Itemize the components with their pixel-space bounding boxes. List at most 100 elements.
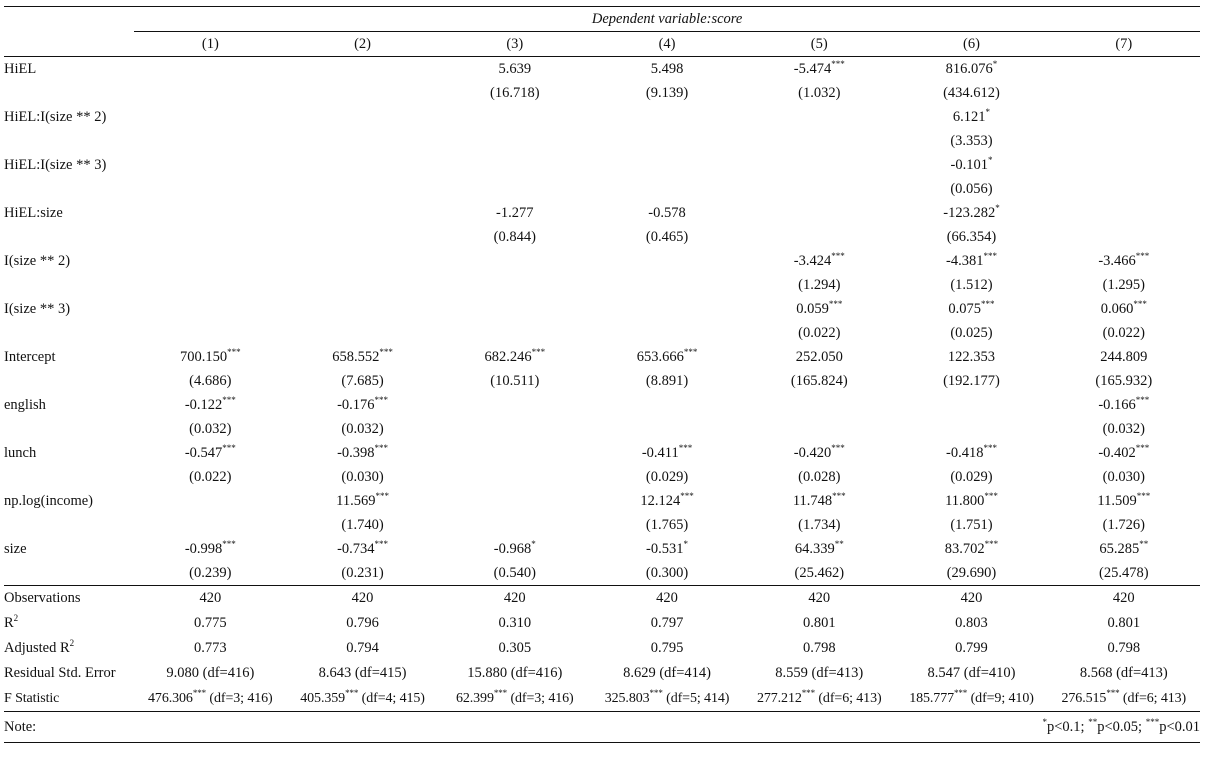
- coefficient-estimate: 0.060: [1100, 301, 1134, 317]
- standard-error-cell: [743, 177, 895, 201]
- column-header: (3): [438, 31, 591, 57]
- coefficient-cell: 658.552***: [286, 345, 438, 369]
- coefficient-estimate: 658.552: [332, 349, 380, 365]
- standard-error-row: (16.718) (9.139) (1.032) (434.612): [4, 81, 1200, 105]
- f-statistic-cell: 276.515*** (df=6; 413): [1048, 686, 1200, 712]
- standard-error-cell: (0.056): [950, 181, 993, 197]
- significance-stars: **: [1139, 539, 1149, 549]
- standard-error-cell: (0.022): [798, 325, 841, 341]
- significance-stars: ***: [345, 688, 359, 698]
- coefficient-estimate: -0.411: [641, 445, 679, 461]
- standard-error-row: (0.844) (0.465) (66.354): [4, 225, 1200, 249]
- standard-error-cell: [591, 417, 743, 441]
- coefficient-cell: -0.402***: [1048, 441, 1200, 465]
- stat-value: 0.801: [1107, 615, 1141, 631]
- significance-stars: ***: [493, 688, 508, 698]
- f-statistic-value: 185.777: [909, 691, 954, 706]
- coefficient-cell: [286, 105, 438, 129]
- significance-stars: ***: [954, 688, 968, 698]
- significance-stars: ***: [222, 395, 236, 405]
- significance-stars: ***: [222, 539, 236, 549]
- coefficient-estimate: 700.150: [180, 349, 228, 365]
- standard-error-cell: (0.300): [645, 565, 689, 581]
- stat-value: 0.310: [498, 615, 532, 631]
- coefficient-cell: 0.059***: [743, 297, 895, 321]
- stat-row-f-stat: F Statistic 476.306*** (df=3; 416) 405.359…: [4, 686, 1200, 712]
- coefficient-cell: [743, 153, 895, 177]
- coefficient-estimate: 64.339: [794, 541, 835, 557]
- coefficient-estimate: -3.424: [793, 253, 832, 269]
- stat-label-text: Residual Std. Error: [4, 665, 116, 681]
- significance-stars: *: [992, 59, 998, 69]
- coefficient-estimate: -4.381: [946, 253, 984, 269]
- coefficient-cell: [591, 297, 743, 321]
- coefficient-estimate: -3.466: [1098, 253, 1136, 269]
- coefficient-cell: [439, 153, 591, 177]
- coefficient-cell: [439, 393, 591, 417]
- significance-stars: ***: [678, 443, 693, 453]
- significance-stars: ***: [831, 59, 845, 69]
- variable-label: size: [4, 541, 27, 557]
- standard-error-cell: (0.032): [189, 421, 232, 437]
- coefficient-estimate: -0.176: [337, 397, 375, 413]
- significance-stars: ***: [531, 347, 546, 357]
- coefficient-estimate: 244.809: [1100, 349, 1148, 365]
- standard-error-cell: (9.139): [645, 85, 689, 101]
- stat-value: 420: [743, 585, 896, 611]
- coefficient-cell: 64.339**: [743, 537, 895, 561]
- coefficient-row: HiEL:I(size ** 2) 6.121*: [4, 105, 1200, 129]
- coefficient-cell: [134, 153, 286, 177]
- significance-stars: ***: [984, 539, 999, 549]
- coefficient-estimate: 122.353: [947, 349, 996, 365]
- standard-error-cell: [439, 513, 591, 537]
- significance-note: *p<0.1; **p<0.05; ***p<0.01: [134, 711, 1200, 743]
- coefficient-cell: [286, 57, 438, 82]
- coefficient-cell: -0.547***: [134, 441, 286, 465]
- f-statistic-cell: 325.803*** (df=5; 414): [591, 686, 743, 712]
- f-statistic-df: (df=6; 413): [1119, 691, 1187, 706]
- significance-stars: ***: [683, 347, 698, 357]
- blank-label-cell: [4, 273, 134, 297]
- stat-label: R2: [4, 611, 134, 636]
- stat-value: 420: [590, 585, 744, 611]
- coefficient-cell: [439, 441, 591, 465]
- standard-error-cell: [439, 417, 591, 441]
- standard-error-cell: [134, 513, 286, 537]
- coefficient-cell: [743, 105, 895, 129]
- coefficient-estimate: -0.398: [337, 445, 375, 461]
- significance-stars: ***: [379, 347, 393, 357]
- coefficient-cell: -0.531*: [591, 537, 743, 561]
- variable-label: I(size ** 2): [4, 253, 71, 269]
- f-statistic-value: 405.359: [300, 691, 346, 706]
- coefficient-estimate: -0.420: [793, 445, 832, 461]
- coefficient-estimate: 6.121: [952, 109, 986, 125]
- standard-error-cell: [591, 273, 743, 297]
- stat-value: 8.643 (df=415): [318, 665, 407, 681]
- coefficient-row: I(size ** 3) 0.059*** 0.075*** 0.060***: [4, 297, 1200, 321]
- coefficient-estimate: -0.122: [184, 397, 223, 413]
- standard-error-cell: (1.751): [950, 517, 993, 533]
- f-statistic-df: (df=9; 410): [967, 691, 1034, 706]
- coefficient-cell: [439, 249, 591, 273]
- coefficient-cell: [286, 249, 438, 273]
- significance-stars: ***: [831, 251, 845, 261]
- stat-value: 0.795: [650, 640, 684, 656]
- note-stars: *: [1042, 717, 1048, 727]
- coefficient-estimate: 65.285: [1099, 541, 1140, 557]
- coefficient-cell: -0.734***: [286, 537, 438, 561]
- standard-error-cell: (0.025): [950, 325, 993, 341]
- coefficient-cell: [591, 393, 743, 417]
- significance-stars: ***: [649, 688, 663, 698]
- regression-table: Dependent variable:score (1) (2) (3) (4) (5)…: [4, 6, 1200, 743]
- coefficient-estimate: 653.666: [636, 349, 684, 365]
- significance-stars: ***: [222, 443, 236, 453]
- standard-error-row: (0.022) (0.025) (0.022): [4, 321, 1200, 345]
- blank-label-cell: [4, 129, 134, 153]
- coefficient-cell: -0.166***: [1048, 393, 1200, 417]
- blank-label-cell: [4, 513, 134, 537]
- column-header: (6): [895, 31, 1048, 57]
- stat-value: 0.798: [802, 640, 836, 656]
- f-statistic-df: (df=3; 416): [206, 691, 273, 706]
- coefficient-estimate: 83.702: [944, 541, 985, 557]
- significance-stars: **: [834, 539, 844, 549]
